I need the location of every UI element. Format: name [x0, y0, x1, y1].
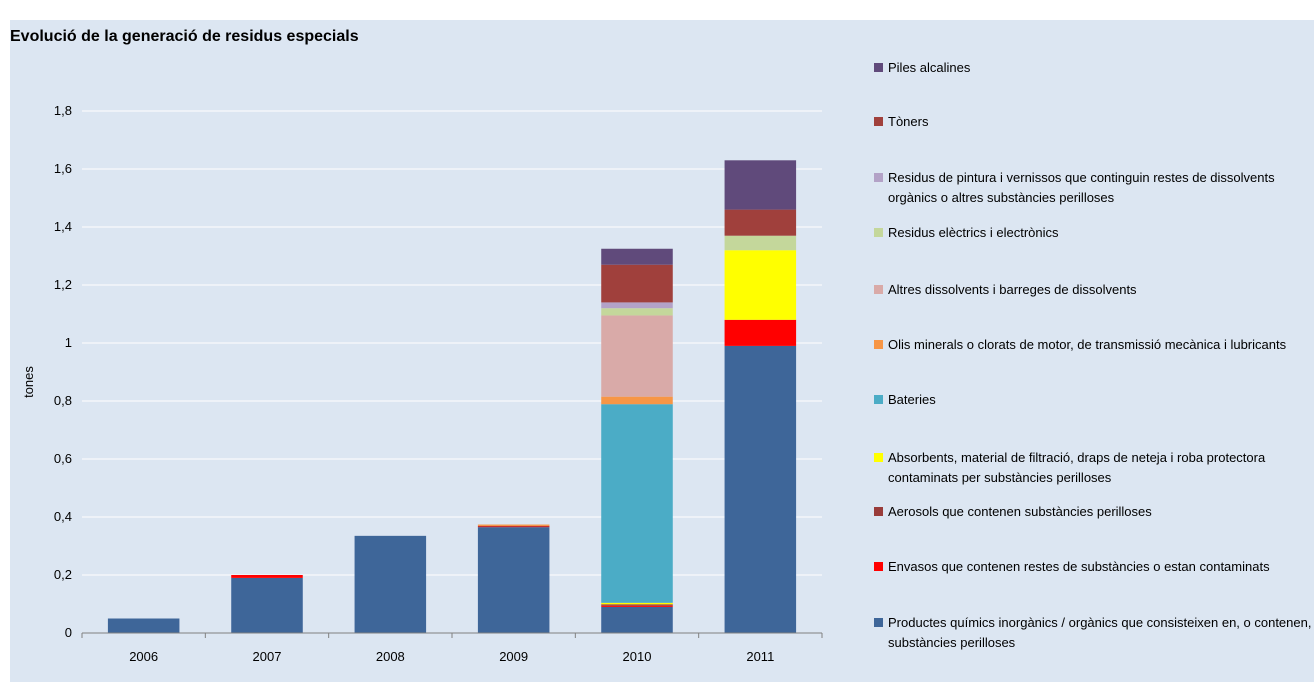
bar-2010-series-8: [601, 302, 673, 309]
x-tick-label: 2011: [746, 649, 774, 664]
x-tick-label: 2008: [376, 649, 405, 664]
y-tick-label: 1,2: [54, 277, 72, 292]
legend-swatch: [874, 63, 883, 72]
bar-2009-series-2: [477, 525, 550, 527]
legend-label: Olis minerals o clorats de motor, de tra…: [888, 337, 1287, 352]
legend-swatch: [874, 453, 883, 462]
bar-2009-series-5: [477, 524, 550, 526]
bar-2007-series-0: [231, 577, 303, 633]
bar-2010-series-9: [601, 264, 673, 303]
bar-2009-series-1: [477, 526, 550, 528]
legend-label: Envasos que contenen restes de substànci…: [888, 559, 1270, 574]
legend-label: Aerosols que contenen substàncies perill…: [888, 504, 1152, 519]
y-tick-label: 0: [65, 625, 72, 640]
bar-2010-series-2: [601, 604, 673, 606]
y-tick-label: 1: [65, 335, 72, 350]
chart-title: Evolució de la generació de residus espe…: [10, 28, 359, 45]
y-tick-label: 0,6: [54, 451, 72, 466]
legend-label: Altres dissolvents i barreges de dissolv…: [888, 282, 1137, 297]
legend-label: Residus de pintura i vernissos que conti…: [888, 170, 1275, 205]
legend-label: Residus elèctrics i electrònics: [888, 225, 1059, 240]
bar-2006-series-0: [107, 618, 180, 633]
legend-swatch: [874, 117, 883, 126]
bar-2008-series-0: [354, 535, 427, 633]
legend-label: Tòners: [888, 114, 929, 129]
legend-label: Piles alcalines: [888, 60, 971, 75]
bar-2011-series-1: [724, 319, 797, 346]
bar-2011-series-0: [724, 345, 797, 633]
bar-2010-series-6: [601, 315, 673, 397]
legend-swatch: [874, 562, 883, 571]
legend-swatch: [874, 618, 883, 627]
y-tick-label: 0,2: [54, 567, 72, 582]
x-tick-labels: 2006 2007 2008 2009 2010 2011: [129, 649, 774, 664]
bar-2011-series-10: [724, 160, 797, 210]
y-tick-labels: 0 0,2 0,4 0,6 0,8 1 1,2 1,4 1,6 1,8: [54, 103, 72, 640]
y-tick-label: 0,8: [54, 393, 72, 408]
bar-2010-series-7: [601, 308, 673, 316]
bar-2011-series-9: [724, 209, 797, 236]
y-tick-label: 0,4: [54, 509, 72, 524]
x-tick-label: 2006: [129, 649, 158, 664]
y-tick-label: 1,8: [54, 103, 72, 118]
legend-label: Absorbents, material de filtració, draps…: [888, 450, 1266, 485]
y-tick-label: 1,4: [54, 219, 72, 234]
axes: [81, 632, 823, 638]
bar-2011-series-3: [724, 250, 797, 320]
bar-2010-series-3: [601, 602, 673, 605]
bar-2010-series-1: [601, 605, 673, 607]
x-tick-label: 2010: [623, 649, 652, 664]
legend-label: Bateries: [888, 392, 936, 407]
bar-2011-series-7: [724, 235, 797, 251]
legend-swatch: [874, 507, 883, 516]
legend-swatch: [874, 285, 883, 294]
legend-swatch: [874, 228, 883, 237]
bar-2009-series-0: [477, 527, 550, 633]
bars: [107, 160, 797, 633]
x-tick-label: 2007: [253, 649, 282, 664]
legend-swatch: [874, 395, 883, 404]
y-axis-label: tones: [21, 366, 36, 398]
legend-swatch: [874, 173, 883, 182]
bar-2010-series-10: [601, 248, 673, 265]
legend-swatch: [874, 340, 883, 349]
bar-2010-series-5: [601, 396, 673, 405]
legend-label: Productes químics inorgànics / orgànics …: [888, 615, 1312, 650]
y-tick-label: 1,6: [54, 161, 72, 176]
bar-2010-series-4: [601, 404, 673, 603]
gridlines: [82, 110, 822, 576]
bar-2007-series-1: [231, 575, 303, 578]
legend: Piles alcalines Tòners Residus de pintura …: [874, 0, 1314, 689]
x-tick-label: 2009: [499, 649, 528, 664]
bar-2010-series-0: [601, 606, 673, 633]
